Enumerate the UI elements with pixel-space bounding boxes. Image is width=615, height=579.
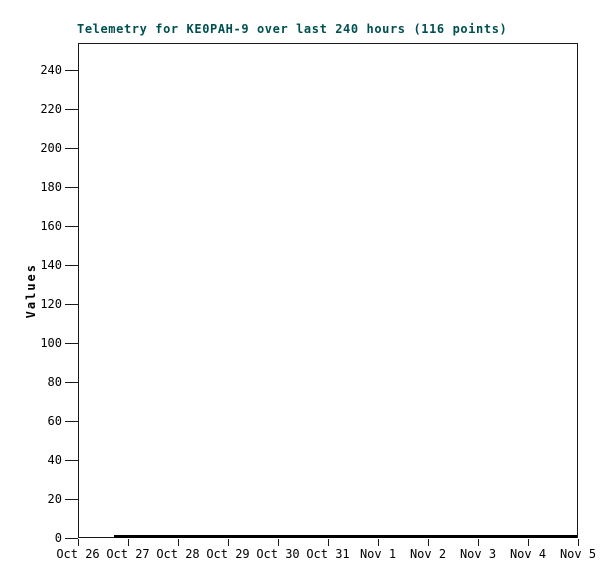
y-tick-mark <box>65 421 78 422</box>
x-tick-label: Oct 30 <box>256 547 300 561</box>
x-tick-mark <box>78 539 79 546</box>
x-tick-label: Oct 31 <box>306 547 350 561</box>
x-tick-mark <box>278 539 279 546</box>
y-tick-mark <box>65 148 78 149</box>
x-tick-mark <box>428 539 429 546</box>
data-series-line <box>114 535 577 538</box>
x-tick-label: Nov 4 <box>509 547 547 561</box>
y-tick-mark <box>65 265 78 266</box>
y-tick-mark <box>65 460 78 461</box>
y-tick-label: 40 <box>47 453 62 467</box>
y-tick-label: 60 <box>47 414 62 428</box>
y-tick-mark <box>65 382 78 383</box>
plot-area <box>78 43 578 538</box>
y-tick-label: 220 <box>40 102 62 116</box>
y-tick-mark <box>65 109 78 110</box>
y-tick-mark <box>65 538 78 539</box>
x-tick-label: Oct 28 <box>156 547 200 561</box>
y-tick-mark <box>65 70 78 71</box>
x-tick-mark <box>228 539 229 546</box>
x-tick-label: Oct 29 <box>206 547 250 561</box>
y-tick-mark <box>65 304 78 305</box>
x-tick-mark <box>478 539 479 546</box>
x-tick-mark <box>528 539 529 546</box>
x-tick-mark <box>128 539 129 546</box>
x-tick-mark <box>378 539 379 546</box>
y-tick-label: 120 <box>40 297 62 311</box>
y-tick-mark <box>65 499 78 500</box>
y-tick-label: 140 <box>40 258 62 272</box>
y-tick-label: 240 <box>40 63 62 77</box>
y-tick-mark <box>65 343 78 344</box>
y-tick-label: 20 <box>47 492 62 506</box>
y-tick-mark <box>65 226 78 227</box>
x-tick-label: Nov 5 <box>559 547 597 561</box>
x-tick-label: Nov 1 <box>359 547 397 561</box>
y-tick-label: 160 <box>40 219 62 233</box>
x-tick-mark <box>178 539 179 546</box>
x-tick-mark <box>328 539 329 546</box>
x-tick-mark <box>578 539 579 546</box>
x-tick-label: Oct 27 <box>106 547 150 561</box>
y-tick-label: 200 <box>40 141 62 155</box>
y-tick-label: 0 <box>54 531 62 545</box>
y-tick-label: 100 <box>40 336 62 350</box>
x-tick-label: Nov 2 <box>409 547 447 561</box>
y-tick-label: 180 <box>40 180 62 194</box>
y-tick-label: 80 <box>47 375 62 389</box>
x-tick-label: Oct 26 <box>56 547 100 561</box>
x-tick-label: Nov 3 <box>459 547 497 561</box>
y-tick-mark <box>65 187 78 188</box>
chart-title: Telemetry for KE0PAH-9 over last 240 hou… <box>77 22 508 36</box>
